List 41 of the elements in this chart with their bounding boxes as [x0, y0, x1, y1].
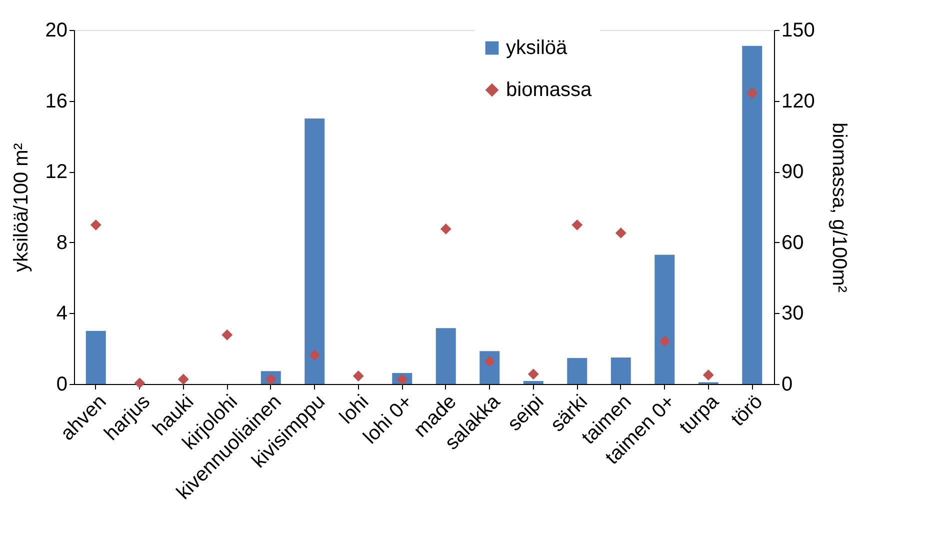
y2-tick-label: 120 [782, 90, 815, 112]
y2-tick-label: 90 [782, 161, 804, 184]
bar [523, 380, 544, 384]
point [396, 374, 408, 385]
y-axis-title: yksilöä/100 m² [10, 142, 32, 272]
y2-axis-title: biomassa, g/100m² [828, 122, 850, 293]
point [178, 374, 189, 385]
y2-tick-label: 60 [782, 232, 804, 254]
bar [567, 358, 588, 384]
y-tick-label: 8 [56, 232, 68, 254]
point [352, 370, 364, 382]
y2-tick-label: 30 [782, 302, 804, 325]
bar [480, 351, 500, 384]
point [615, 227, 626, 238]
point [440, 223, 452, 234]
bar [610, 357, 631, 384]
bar [86, 330, 106, 384]
y-tick-label: 16 [45, 90, 68, 112]
y-tick-label: 20 [45, 20, 68, 42]
bar [436, 328, 456, 384]
y-tick-label: 4 [56, 302, 68, 325]
legend-label: biomassa [506, 79, 592, 101]
y-tick-label: 0 [56, 374, 68, 396]
y-tick-label: 12 [45, 161, 68, 184]
point [309, 349, 320, 360]
point [528, 368, 539, 380]
x-tick-label: törö [727, 390, 767, 431]
point [222, 329, 233, 340]
point [90, 219, 102, 230]
y2-tick-label: 0 [782, 374, 793, 396]
point [484, 356, 496, 367]
bar [304, 118, 325, 384]
point [659, 336, 670, 347]
point [572, 219, 583, 230]
bar [654, 254, 675, 384]
y2-tick-label: 150 [782, 20, 815, 42]
point [702, 370, 714, 381]
legend-label: yksilöä [506, 37, 568, 59]
bar [742, 46, 762, 384]
point [134, 378, 146, 389]
point [746, 88, 758, 98]
